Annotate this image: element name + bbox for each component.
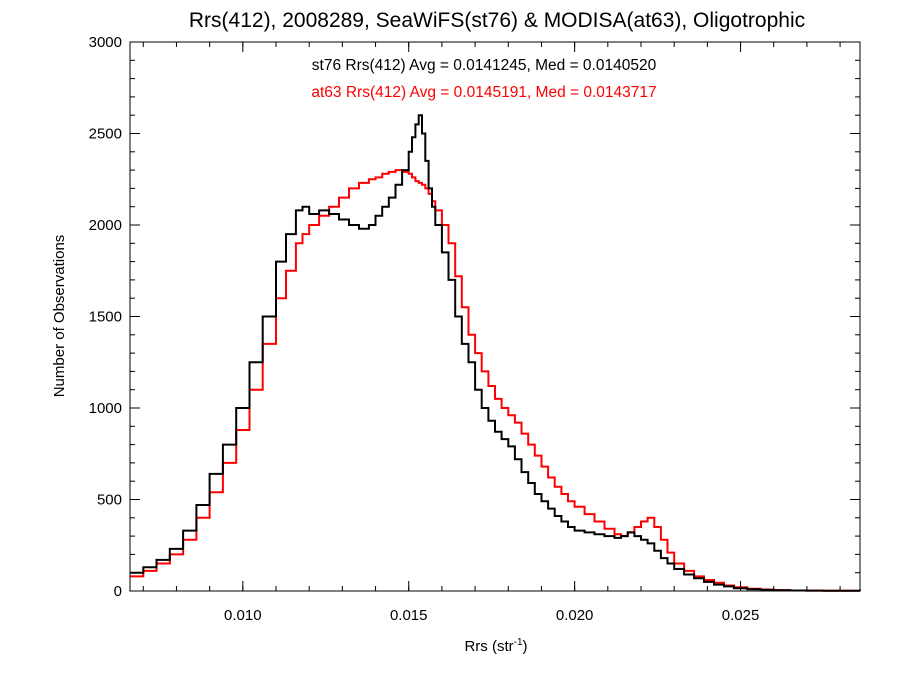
series-layer xyxy=(130,114,861,592)
stat-line-at63: at63 Rrs(412) Avg = 0.0145191, Med = 0.0… xyxy=(311,84,656,101)
x-axis-label-sup: -1 xyxy=(514,637,523,648)
series-line-1 xyxy=(130,169,861,592)
y-tick-label: 2500 xyxy=(89,126,122,143)
stat-line-st76: st76 Rrs(412) Avg = 0.0141245, Med = 0.0… xyxy=(312,57,657,74)
x-axis-label: Rrs (str-1) xyxy=(464,637,527,655)
y-tick-label: 1000 xyxy=(89,400,122,417)
series-line-0 xyxy=(130,114,861,592)
y-axis: 0 500 1000 1500 2000 2500 3000 xyxy=(89,34,860,600)
x-axis: 0.010 0.015 0.020 0.025 xyxy=(142,42,841,624)
y-axis-label: Number of Observations xyxy=(51,235,68,398)
x-axis-label-close: ) xyxy=(523,638,528,655)
x-tick-label: 0.010 xyxy=(224,607,262,624)
x-tick-label: 0.025 xyxy=(722,607,760,624)
x-tick-label: 0.015 xyxy=(390,607,428,624)
y-tick-label: 0 xyxy=(114,583,122,600)
x-tick-label: 0.020 xyxy=(556,607,594,624)
y-tick-label: 3000 xyxy=(89,34,122,51)
plot-frame xyxy=(129,41,861,592)
chart-title: Rrs(412), 2008289, SeaWiFS(st76) & MODIS… xyxy=(189,9,805,32)
y-tick-label: 500 xyxy=(97,492,122,509)
y-tick-label: 1500 xyxy=(89,309,122,326)
x-axis-label-main: Rrs (str xyxy=(464,638,513,655)
y-tick-label: 2000 xyxy=(89,217,122,234)
